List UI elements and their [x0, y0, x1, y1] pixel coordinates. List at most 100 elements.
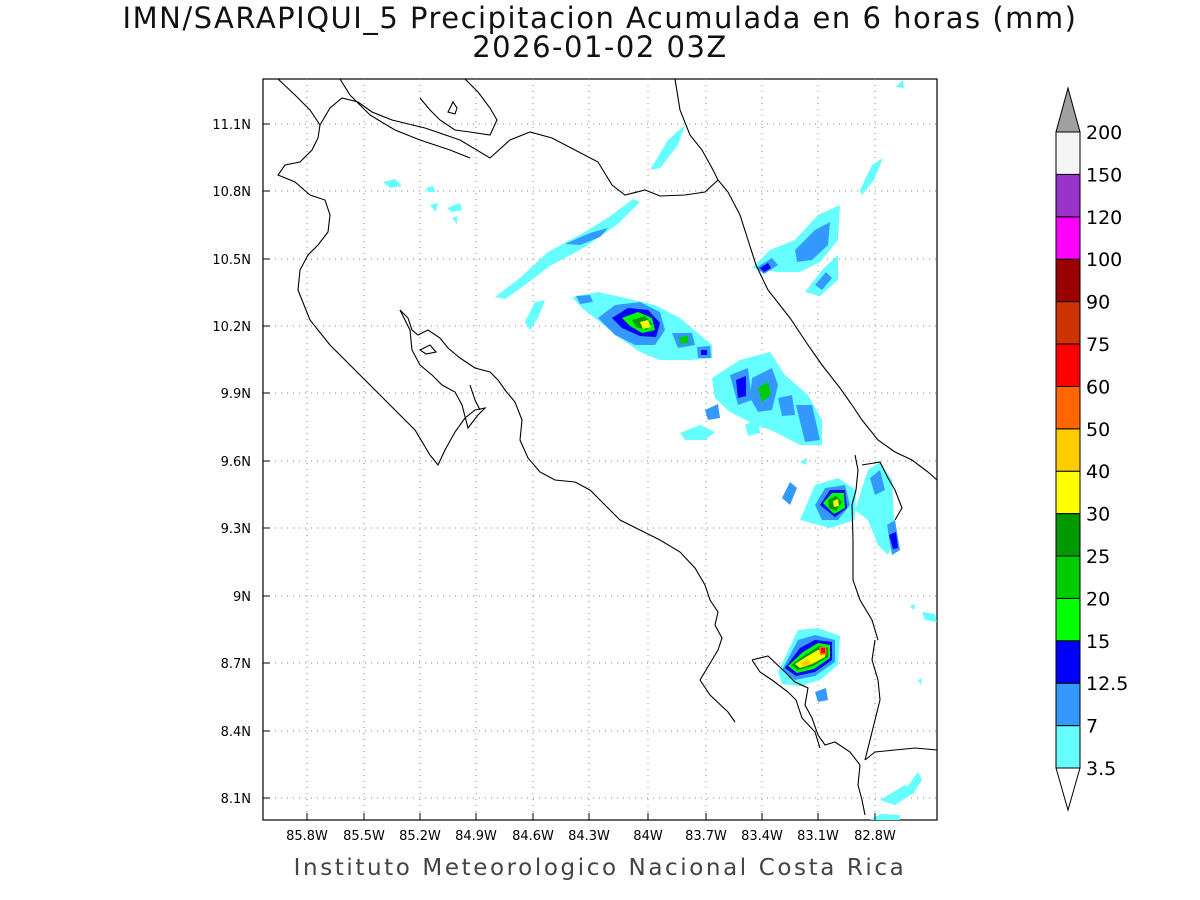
coastline-osa — [751, 655, 866, 816]
precip-area — [736, 376, 746, 398]
legend-label: 100 — [1086, 249, 1122, 271]
precip-area — [452, 216, 457, 224]
precip-area — [495, 199, 640, 299]
legend-color-box — [1055, 725, 1081, 769]
precip-area — [640, 320, 651, 329]
coastline-southeast — [864, 747, 937, 761]
coastline-pacific — [277, 79, 487, 467]
x-tick-label: 84W — [633, 829, 663, 844]
legend-label: 200 — [1086, 122, 1122, 144]
precip-area — [833, 499, 839, 507]
legend-label: 12.5 — [1086, 673, 1128, 695]
precip-area — [430, 203, 438, 212]
y-tick-label: 10.2N — [212, 320, 251, 335]
precip-area — [795, 222, 830, 262]
color-legend: 3.5 7 12.5 15 20 25 30 40 50 60 75 90 100 120 150 200 — [1055, 86, 1128, 812]
precip-area — [896, 80, 904, 88]
coastline-nicoya-inner — [399, 309, 736, 723]
precip-area — [760, 263, 771, 272]
legend-over-triangle — [1055, 86, 1081, 133]
x-tick-label: 84.9W — [455, 829, 497, 844]
precip-area — [860, 158, 883, 195]
legend-label: 7 — [1086, 716, 1098, 738]
precip-area — [447, 203, 462, 212]
precip-area — [870, 814, 900, 820]
precip-area — [752, 205, 840, 272]
precip-area — [800, 458, 807, 465]
precip-area — [705, 404, 720, 420]
legend-label: 120 — [1086, 207, 1122, 229]
x-tick-label: 83.7W — [685, 829, 727, 844]
legend-label: 15 — [1086, 631, 1110, 653]
y-tick-label: 9.9N — [221, 387, 251, 402]
legend-label: 90 — [1086, 292, 1110, 314]
precip-area — [650, 125, 685, 170]
x-tick-label: 85.8W — [286, 829, 328, 844]
y-tick-label: 8.7N — [221, 657, 251, 672]
legend-color-box — [1055, 428, 1081, 472]
precip-area — [815, 688, 828, 702]
y-tick-label: 9N — [233, 590, 251, 605]
precip-area — [855, 462, 895, 555]
map-frame — [262, 78, 938, 821]
legend-color-box — [1055, 385, 1081, 430]
y-tick-label: 8.1N — [221, 792, 251, 807]
x-tick-label: 82.8W — [854, 829, 896, 844]
y-tick-label: 11.1N — [212, 118, 251, 133]
y-axis-ticks: 11.1N 10.8N 10.5N 10.2N 9.9N 9.6N 9.3N 9N 8.7N 8.… — [212, 118, 270, 807]
precip-area — [918, 678, 922, 685]
y-tick-label: 10.5N — [212, 253, 251, 268]
coastlines — [277, 79, 937, 816]
legend-color-box — [1055, 258, 1081, 303]
precip-area — [565, 228, 608, 245]
border-nicaragua — [319, 97, 719, 197]
precip-area — [679, 336, 689, 344]
border-lake — [339, 79, 471, 159]
precip-area — [525, 300, 545, 330]
legend-color-box — [1055, 173, 1081, 218]
x-tick-label: 84.6W — [512, 829, 554, 844]
precip-area — [383, 179, 402, 188]
y-tick-label: 9.3N — [221, 522, 251, 537]
precip-area — [701, 350, 707, 355]
coastline-dulce — [751, 659, 821, 749]
legend-color-box — [1055, 640, 1081, 684]
coastline-inner — [469, 384, 481, 411]
y-tick-label: 9.6N — [221, 455, 251, 470]
precip-area — [922, 612, 937, 622]
legend-label: 30 — [1086, 504, 1110, 526]
legend-color-box — [1055, 597, 1081, 642]
legend-color-box — [1055, 301, 1081, 345]
border-panama — [851, 454, 879, 641]
legend-label: 75 — [1086, 334, 1110, 356]
precip-area — [758, 382, 771, 402]
precip-area — [870, 470, 885, 495]
legend-color-box — [1055, 555, 1081, 599]
legend-label: 150 — [1086, 164, 1122, 186]
chart-title: IMN/SARAPIQUI_5 Precipitacion Acumulada … — [122, 1, 1078, 35]
precip-area — [745, 418, 760, 436]
grid-lines — [263, 79, 937, 820]
legend-color-box — [1055, 216, 1081, 260]
precip-area — [800, 659, 812, 667]
footer-credit: Instituto Meteorologico Nacional Costa R… — [293, 855, 907, 881]
border-nicaragua-north — [419, 79, 498, 136]
x-tick-label: 85.5W — [343, 829, 385, 844]
y-tick-label: 8.4N — [221, 725, 251, 740]
precip-area — [889, 532, 898, 549]
precipitation-shading — [383, 80, 937, 820]
precip-area — [821, 648, 825, 653]
legend-label: 25 — [1086, 546, 1110, 568]
legend-label: 3.5 — [1086, 758, 1116, 780]
legend-color-box — [1055, 131, 1081, 175]
y-tick-label: 10.8N — [212, 185, 251, 200]
coastline-caribbean — [674, 79, 937, 481]
legend-label: 40 — [1086, 461, 1110, 483]
chart-subtitle-datetime: 2026-01-02 03Z — [472, 30, 728, 64]
precip-area — [782, 482, 797, 505]
x-tick-label: 83.1W — [797, 829, 839, 844]
legend-color-box — [1055, 470, 1081, 515]
coastline-panama-gulf — [864, 639, 881, 761]
precip-area — [805, 255, 838, 296]
